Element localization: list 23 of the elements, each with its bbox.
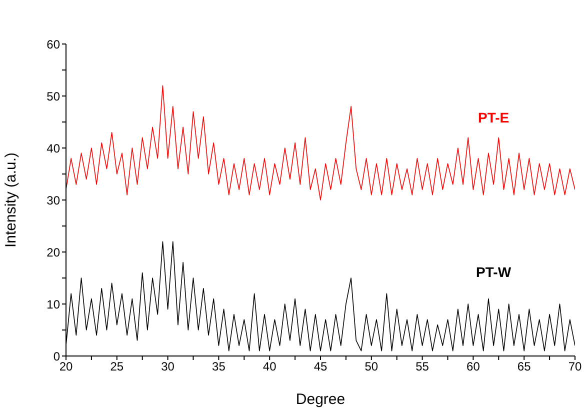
y-tick-label: 50 <box>46 89 60 104</box>
x-tick-label: 25 <box>110 360 124 374</box>
x-tick-label: 35 <box>212 360 226 374</box>
x-tick-label: 65 <box>517 360 532 374</box>
y-tick-label: 0 <box>53 349 60 364</box>
x-tick-label: 30 <box>161 360 175 374</box>
series-label: PT-E <box>478 109 510 126</box>
y-tick-label: 30 <box>46 193 60 208</box>
y-tick-label: 20 <box>46 245 60 260</box>
y-tick-label: 60 <box>46 37 60 52</box>
y-axis-title: Intensity (a.u.) <box>2 152 20 248</box>
x-tick-label: 50 <box>364 360 378 374</box>
series-label: PT-W <box>476 264 512 280</box>
x-axis-title: Degree <box>296 391 346 408</box>
y-tick-label: 40 <box>46 141 60 156</box>
x-tick-label: 45 <box>314 360 328 374</box>
x-tick-label: 70 <box>568 360 582 374</box>
x-tick-label: 60 <box>466 360 480 374</box>
x-tick-label: 20 <box>59 360 73 374</box>
x-tick-label: 55 <box>416 360 430 374</box>
y-tick-label: 10 <box>46 297 60 312</box>
x-tick-label: 40 <box>262 360 277 374</box>
line-series <box>66 85 575 200</box>
